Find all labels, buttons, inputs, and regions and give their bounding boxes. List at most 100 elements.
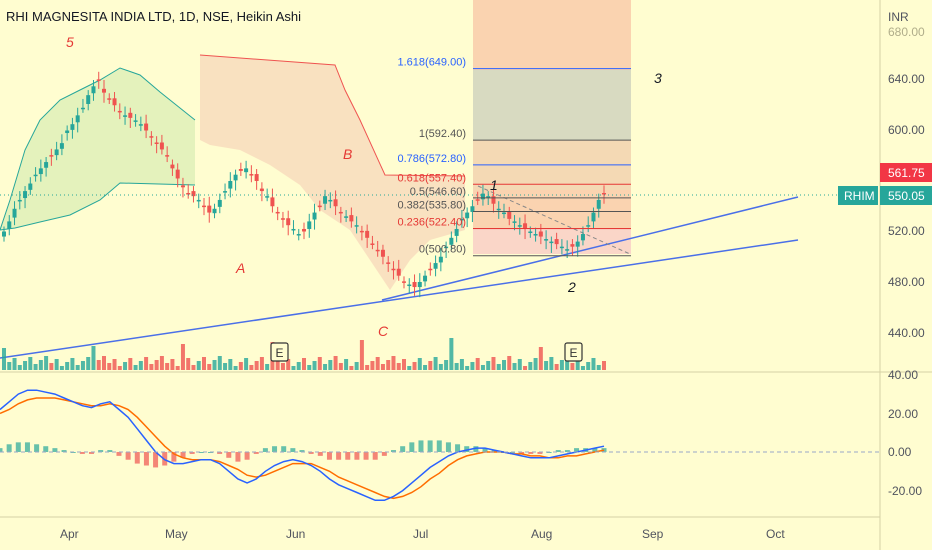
macd-histogram-bar bbox=[564, 450, 570, 452]
candle-body bbox=[349, 215, 354, 222]
volume-bar bbox=[538, 347, 543, 370]
candle-body bbox=[575, 241, 580, 247]
candle-body bbox=[259, 188, 264, 192]
candle-body bbox=[175, 169, 180, 179]
candle-body bbox=[465, 212, 470, 219]
volume-bar bbox=[91, 346, 96, 370]
time-label: Sep bbox=[642, 527, 664, 541]
volume-bar bbox=[438, 364, 443, 370]
volume-bar bbox=[96, 360, 101, 370]
volume-bar bbox=[307, 365, 312, 370]
candle-body bbox=[359, 230, 364, 233]
candle-body bbox=[386, 262, 391, 264]
macd-histogram-bar bbox=[372, 452, 378, 460]
volume-bar bbox=[591, 358, 596, 370]
volume-bar bbox=[286, 359, 291, 370]
candle-body bbox=[7, 221, 12, 229]
volume-bar bbox=[180, 344, 185, 370]
last-price-badge: 550.05 bbox=[880, 186, 932, 205]
time-label: May bbox=[165, 527, 188, 541]
candle-body bbox=[459, 218, 464, 221]
volume-bar bbox=[433, 357, 438, 370]
volume-bar bbox=[312, 361, 317, 370]
volume-bar bbox=[275, 356, 280, 370]
volume-bar bbox=[28, 357, 33, 370]
macd-histogram-bar bbox=[555, 450, 561, 452]
candle-body bbox=[375, 249, 380, 252]
high-badge: 561.75 bbox=[880, 163, 932, 182]
volume-bar bbox=[70, 358, 75, 370]
macd-histogram-bar bbox=[537, 452, 543, 454]
volume-bar bbox=[317, 357, 322, 370]
volume-bar bbox=[212, 360, 217, 370]
candle-body bbox=[102, 88, 106, 93]
volume-bar bbox=[370, 361, 375, 370]
symbol-badge-label: RHIM bbox=[844, 189, 875, 203]
candle-body bbox=[33, 174, 38, 177]
volume-bar bbox=[507, 356, 512, 370]
fib-level-label: 0.236(522.40) bbox=[398, 216, 467, 228]
macd-histogram-bar bbox=[455, 444, 461, 452]
candle-body bbox=[180, 185, 185, 188]
candle-body bbox=[23, 191, 28, 199]
volume-bar bbox=[102, 356, 106, 370]
volume-bar bbox=[223, 363, 228, 370]
cloud-upper-line bbox=[0, 67, 196, 231]
macd-histogram-bar bbox=[354, 452, 360, 460]
volume-bar bbox=[391, 356, 396, 370]
volume-bar bbox=[280, 363, 285, 370]
volume-bar bbox=[133, 365, 138, 370]
trendline-upper bbox=[381, 196, 799, 301]
volume-bar bbox=[291, 366, 296, 370]
volume-bar bbox=[7, 362, 12, 370]
macd-tick: -20.00 bbox=[888, 484, 922, 498]
volume-bar bbox=[259, 357, 264, 370]
earnings-marker-2[interactable]: E bbox=[564, 342, 583, 362]
volume-bar bbox=[575, 359, 580, 370]
macd-histogram-bar bbox=[308, 452, 314, 454]
high-badge-value: 561.75 bbox=[888, 166, 925, 180]
candle-body bbox=[475, 199, 480, 201]
volume-bar bbox=[238, 362, 243, 370]
candle-body bbox=[186, 192, 191, 195]
macd-histogram-bar bbox=[574, 448, 580, 452]
time-axis: Apr May Jun Jul Aug Sep Oct bbox=[60, 527, 785, 541]
candle-body bbox=[433, 263, 438, 269]
volume-bar bbox=[338, 363, 343, 370]
symbol-badge[interactable]: RHIM bbox=[838, 186, 878, 205]
candle-body bbox=[423, 275, 428, 282]
macd-histogram-bar bbox=[6, 444, 12, 452]
candle-body bbox=[128, 112, 133, 118]
volume-bar bbox=[328, 360, 333, 370]
volume-bar bbox=[138, 361, 143, 370]
volume-bar bbox=[33, 364, 38, 370]
volume-bar bbox=[59, 366, 64, 370]
candle-body bbox=[528, 231, 533, 233]
candle-body bbox=[159, 142, 164, 150]
wave-label-5: 5 bbox=[66, 34, 74, 50]
volume-bar bbox=[196, 361, 201, 370]
candle-body bbox=[512, 221, 517, 223]
price-tick: 520.00 bbox=[888, 224, 925, 238]
volume-bar bbox=[417, 358, 422, 370]
macd-histogram-bar bbox=[519, 452, 525, 454]
candle-body bbox=[302, 228, 306, 232]
price-tick-partial: 680.00 bbox=[888, 25, 925, 39]
volume-bar bbox=[396, 363, 401, 370]
volume-bar bbox=[365, 365, 370, 370]
macd-histogram-bar bbox=[217, 452, 223, 454]
earnings-marker-1[interactable]: E bbox=[270, 342, 289, 362]
volume-bar bbox=[423, 365, 428, 370]
cloud-lower-line bbox=[0, 182, 196, 231]
volume-bar bbox=[159, 356, 164, 370]
price-tick: 640.00 bbox=[888, 72, 925, 86]
candle-body bbox=[338, 211, 343, 214]
volume-bar bbox=[123, 362, 128, 370]
time-label: Oct bbox=[766, 527, 785, 541]
candle-body bbox=[596, 199, 601, 209]
candle-body bbox=[12, 208, 17, 218]
candle-body bbox=[170, 164, 175, 169]
candle-body bbox=[538, 231, 543, 237]
fib-level-label: 1(592.40) bbox=[419, 128, 466, 140]
volume-bar bbox=[149, 364, 154, 370]
